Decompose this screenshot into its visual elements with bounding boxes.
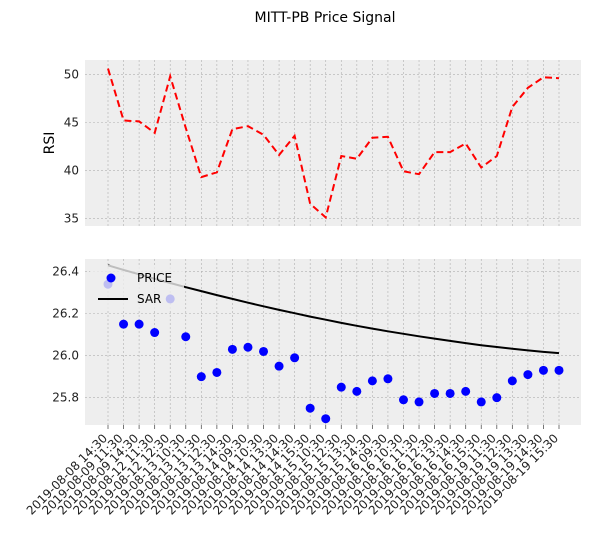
price-point — [523, 370, 533, 380]
price-y-ticks: 25.8 26.0 26.2 26.4 — [52, 265, 79, 405]
price-point — [150, 328, 160, 338]
price-point — [181, 332, 191, 342]
rsi-panel: 35 40 45 50 RSI — [42, 60, 581, 226]
rsi-y-tick-label: 45 — [64, 115, 79, 129]
price-point — [445, 388, 455, 398]
price-point — [492, 393, 502, 403]
price-point — [212, 367, 222, 377]
price-point — [352, 386, 362, 396]
price-point — [134, 319, 144, 329]
price-y-tick-label: 26.4 — [52, 265, 79, 279]
rsi-plot-area — [85, 60, 581, 226]
price-point — [507, 376, 517, 386]
rsi-series — [107, 68, 560, 220]
price-point — [227, 344, 237, 354]
price-point — [274, 361, 284, 371]
legend-price-label: PRICE — [137, 271, 172, 285]
price-point — [336, 382, 346, 392]
rsi-y-tick-label: 40 — [64, 163, 79, 177]
legend-price-marker — [106, 273, 116, 283]
price-point — [430, 388, 440, 398]
legend-sar-label: SAR — [137, 292, 161, 306]
price-point — [476, 397, 486, 407]
price-point — [305, 403, 315, 413]
price-point — [398, 395, 408, 405]
rsi-y-tick-label: 35 — [64, 211, 79, 225]
price-point — [461, 386, 471, 396]
rsi-y-tick-label: 50 — [64, 67, 79, 81]
price-y-tick-label: 26.2 — [52, 307, 79, 321]
rsi-y-axis-label: RSI — [42, 132, 58, 155]
chart-title: MITT-PB Price Signal — [255, 10, 396, 26]
price-point — [290, 353, 300, 363]
price-point — [243, 342, 253, 352]
price-point — [259, 346, 269, 356]
price-point — [367, 376, 377, 386]
rsi-line — [107, 68, 560, 220]
price-point — [196, 372, 206, 382]
price-point — [383, 374, 393, 384]
price-point — [119, 319, 129, 329]
price-point — [414, 397, 424, 407]
price-point — [321, 414, 331, 424]
price-point — [538, 365, 548, 375]
price-panel: 25.8 26.0 26.2 26.4 2019-08-08 14:302019-08… — [24, 259, 581, 518]
legend: PRICE SAR — [90, 265, 184, 311]
price-y-tick-label: 26.0 — [52, 349, 79, 363]
rsi-y-ticks: 35 40 45 50 — [64, 67, 79, 225]
rsi-grid — [85, 60, 581, 226]
price-point — [554, 365, 564, 375]
price-y-tick-label: 25.8 — [52, 391, 79, 405]
